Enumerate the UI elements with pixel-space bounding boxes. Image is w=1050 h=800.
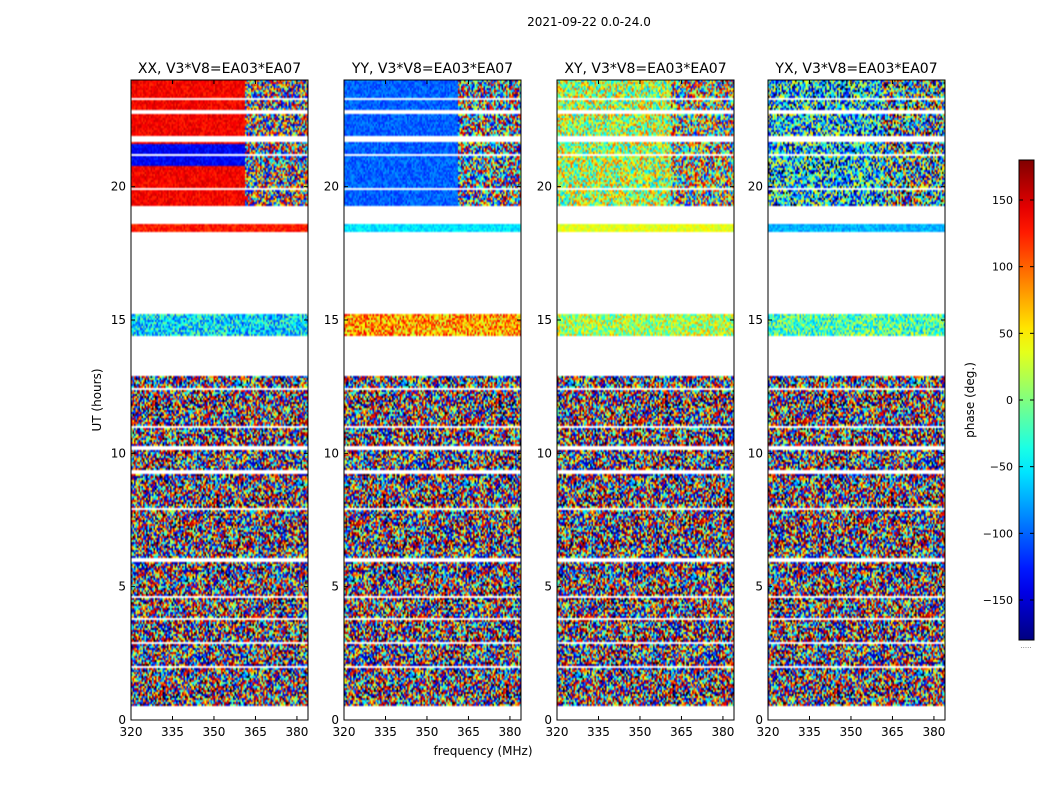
x-tick-label: 320 — [333, 725, 356, 739]
y-tick-label: 15 — [748, 313, 763, 327]
x-tick-label: 335 — [374, 725, 397, 739]
x-tick-label: 350 — [840, 725, 863, 739]
panel-3: YX, V3*V8=EA03*EA07 320 335 350 365 380 0 5 10 15… — [748, 61, 946, 739]
panel-title: XY, V3*V8=EA03*EA07 — [564, 61, 726, 77]
x-tick-label: 365 — [881, 725, 904, 739]
y-axis-label: UT (hours) — [90, 368, 104, 431]
colorbar-tick-label: 0 — [1006, 394, 1013, 407]
x-axis-label: frequency (MHz) — [433, 744, 532, 758]
y-tick-label: 20 — [324, 180, 339, 194]
colorbar: −150 −100 −50 0 50 100 150 — [983, 159, 1035, 641]
x-tick-label: 365 — [244, 725, 267, 739]
panel-1: YY, V3*V8=EA03*EA07 320 335 350 365 380 0 5 10 15… — [324, 61, 522, 739]
y-tick-label: 0 — [118, 713, 126, 727]
x-tick-label: 335 — [587, 725, 610, 739]
x-tick-label: 380 — [711, 725, 734, 739]
y-tick-label: 5 — [118, 580, 126, 594]
panel-0: XX, V3*V8=EA03*EA07 320 335 350 365 380 0 5 10 15… — [111, 61, 309, 739]
x-tick-label: 365 — [670, 725, 693, 739]
y-tick-label: 15 — [324, 313, 339, 327]
x-tick-label: 380 — [922, 725, 945, 739]
heatmap-image — [768, 80, 945, 720]
x-tick-label: 350 — [416, 725, 439, 739]
colorbar-tick-label: −50 — [990, 461, 1013, 474]
x-tick-label: 350 — [203, 725, 226, 739]
colorbar-tick-label: −150 — [983, 594, 1013, 607]
heatmap-image — [557, 80, 734, 720]
colorbar-tick-label: 150 — [992, 194, 1013, 207]
panel-title: YX, V3*V8=EA03*EA07 — [774, 61, 937, 77]
y-tick-label: 15 — [111, 313, 126, 327]
colorbar-tick-label: 100 — [992, 261, 1013, 274]
panel-title: XX, V3*V8=EA03*EA07 — [138, 61, 301, 77]
colorbar-under-marker: ..... — [1020, 642, 1031, 650]
y-tick-label: 10 — [537, 446, 552, 460]
x-tick-label: 380 — [285, 725, 308, 739]
colorbar-label: phase (deg.) — [963, 362, 977, 438]
y-tick-label: 10 — [748, 446, 763, 460]
x-tick-label: 380 — [498, 725, 521, 739]
y-tick-label: 0 — [544, 713, 552, 727]
heatmap-image — [344, 80, 521, 720]
y-tick-label: 20 — [748, 180, 763, 194]
x-tick-label: 350 — [629, 725, 652, 739]
y-tick-label: 10 — [324, 446, 339, 460]
panel-frame — [767, 79, 946, 721]
x-tick-label: 335 — [798, 725, 821, 739]
panel-frame — [130, 79, 309, 721]
y-tick-label: 5 — [544, 580, 552, 594]
x-tick-label: 335 — [161, 725, 184, 739]
panel-2: XY, V3*V8=EA03*EA07 320 335 350 365 380 0 5 10 15… — [537, 61, 735, 739]
heatmap-image — [131, 80, 308, 720]
y-tick-label: 0 — [331, 713, 339, 727]
y-tick-label: 0 — [755, 713, 763, 727]
y-tick-label: 5 — [755, 580, 763, 594]
x-tick-label: 320 — [120, 725, 143, 739]
y-tick-label: 15 — [537, 313, 552, 327]
x-tick-label: 365 — [457, 725, 480, 739]
panel-frame — [343, 79, 522, 721]
x-tick-label: 320 — [757, 725, 780, 739]
y-tick-label: 5 — [331, 580, 339, 594]
figure-title: 2021-09-22 0.0-24.0 — [527, 15, 651, 29]
colorbar-tick-label: 50 — [999, 327, 1013, 340]
panel-frame — [556, 79, 735, 721]
colorbar-tick-label: −100 — [983, 527, 1013, 540]
y-tick-label: 10 — [111, 446, 126, 460]
panel-title: YY, V3*V8=EA03*EA07 — [351, 61, 513, 77]
panels: XX, V3*V8=EA03*EA07 320 335 350 365 380 0 5 10 15… — [111, 61, 946, 739]
y-tick-label: 20 — [537, 180, 552, 194]
y-tick-label: 20 — [111, 180, 126, 194]
x-tick-label: 320 — [546, 725, 569, 739]
